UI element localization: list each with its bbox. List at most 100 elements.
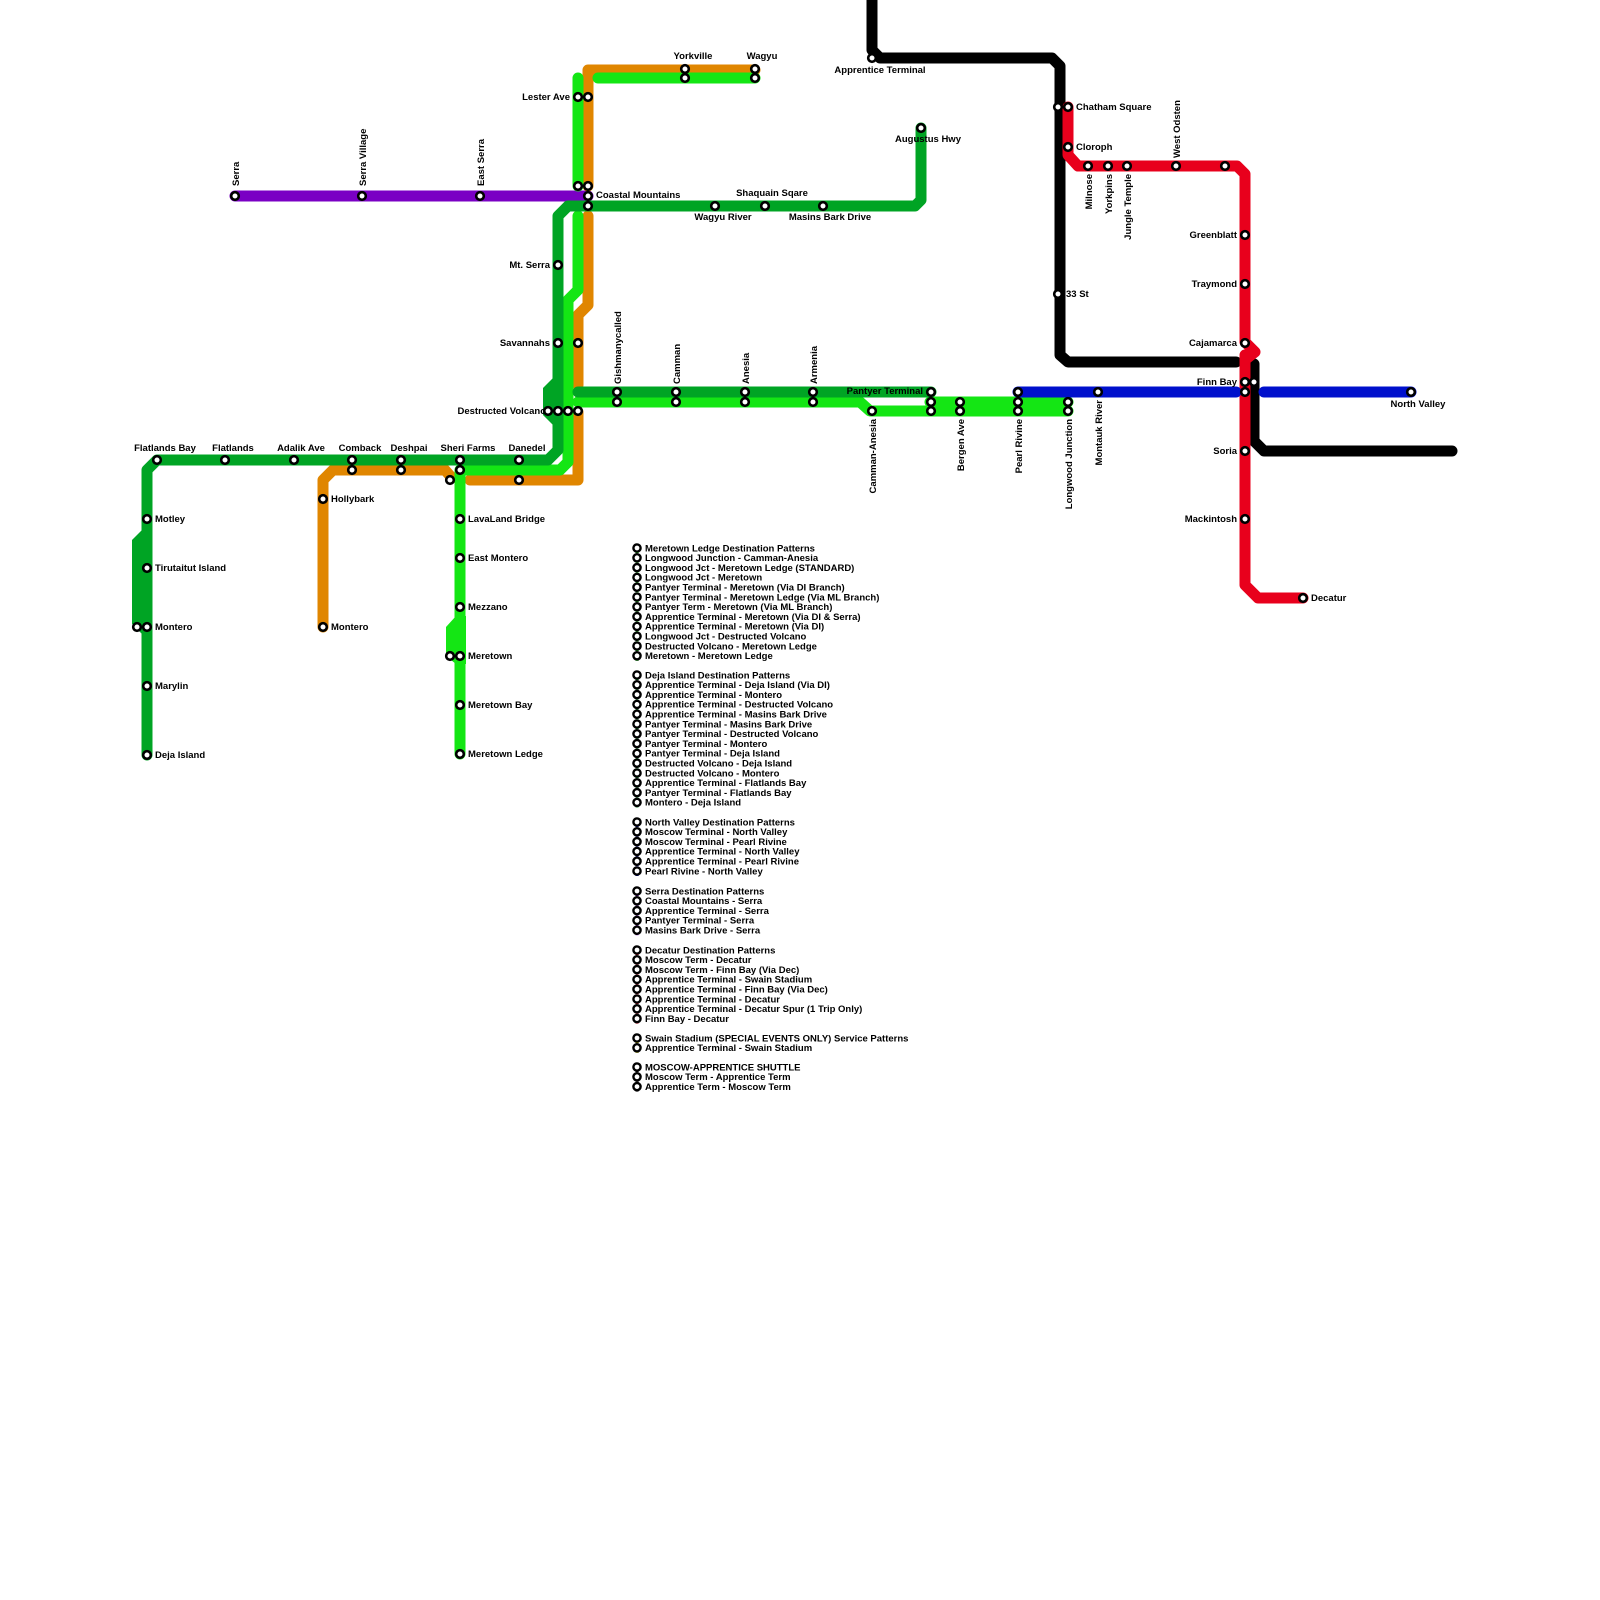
station-marker[interactable] bbox=[151, 454, 163, 466]
station-marker[interactable] bbox=[444, 474, 456, 486]
station-armenia[interactable]: Armenia bbox=[807, 345, 820, 408]
dark-green-line[interactable] bbox=[141, 122, 927, 761]
station-marker[interactable] bbox=[454, 552, 466, 564]
station-sheri-farms[interactable]: Sheri Farms bbox=[441, 443, 496, 486]
station-camman-anesia[interactable]: Camman-Anesia bbox=[866, 405, 879, 493]
station-montero[interactable]: Montero bbox=[131, 621, 193, 633]
station-marker[interactable] bbox=[582, 91, 594, 103]
station-masins-bark-drive[interactable]: Masins Bark Drive bbox=[789, 200, 871, 223]
station-bergen-ave[interactable]: Bergen Ave bbox=[954, 396, 967, 471]
station-chatham-square[interactable]: Chatham Square bbox=[1052, 101, 1152, 113]
station-marker[interactable] bbox=[1239, 337, 1251, 349]
station-marker[interactable] bbox=[1052, 101, 1064, 113]
station-marker[interactable] bbox=[552, 405, 564, 417]
station-marker[interactable] bbox=[1082, 160, 1094, 172]
station-traymond[interactable]: Traymond bbox=[1192, 278, 1251, 290]
station-marker[interactable] bbox=[454, 748, 466, 760]
station-meretown[interactable]: Meretown bbox=[444, 650, 513, 662]
station-marker[interactable] bbox=[817, 200, 829, 212]
red-line-south[interactable] bbox=[1239, 349, 1309, 604]
station-mackintosh[interactable]: Mackintosh bbox=[1185, 513, 1251, 525]
station-marker[interactable] bbox=[1405, 386, 1417, 398]
station-marker[interactable] bbox=[925, 386, 937, 398]
orange-line-mid[interactable] bbox=[572, 210, 594, 391]
station-marker[interactable] bbox=[954, 396, 966, 408]
station-gishmanycalled[interactable]: Gishmanycalled bbox=[611, 311, 624, 408]
station-montero-orange[interactable]: Montero bbox=[317, 621, 369, 633]
station-marker[interactable] bbox=[582, 190, 594, 202]
station-marker[interactable] bbox=[317, 493, 329, 505]
station-marker[interactable] bbox=[759, 200, 771, 212]
station-marker[interactable] bbox=[454, 454, 466, 466]
station-montauk-river[interactable]: Montauk River bbox=[1092, 386, 1105, 465]
station-west-odsten[interactable]: West Odsten bbox=[1170, 100, 1183, 172]
station-marker[interactable] bbox=[915, 122, 927, 134]
station-marker[interactable] bbox=[807, 386, 819, 398]
station-marker[interactable] bbox=[346, 454, 358, 466]
station-marker[interactable] bbox=[739, 386, 751, 398]
station-marker[interactable] bbox=[1239, 386, 1251, 398]
station-marker[interactable] bbox=[925, 396, 937, 408]
station-marker[interactable] bbox=[611, 386, 623, 398]
station-marker[interactable] bbox=[670, 396, 682, 408]
station-marker[interactable] bbox=[395, 454, 407, 466]
station-marker[interactable] bbox=[317, 621, 329, 633]
station-marker[interactable] bbox=[611, 396, 623, 408]
station-marker[interactable] bbox=[749, 72, 761, 84]
station-pearl-rivine[interactable]: Pearl Rivine bbox=[1012, 386, 1025, 473]
orange-line-south[interactable] bbox=[464, 406, 584, 486]
station-mt-serra[interactable]: Mt. Serra bbox=[509, 259, 564, 271]
station-marker[interactable] bbox=[1239, 278, 1251, 290]
station-marker[interactable] bbox=[1239, 376, 1251, 388]
station-marker[interactable] bbox=[679, 72, 691, 84]
red-line[interactable] bbox=[1062, 101, 1261, 366]
station-marker[interactable] bbox=[1297, 592, 1309, 604]
station-north-valley[interactable]: North Valley bbox=[1391, 386, 1447, 410]
station-marker[interactable] bbox=[1062, 405, 1074, 417]
station-marker[interactable] bbox=[1012, 386, 1024, 398]
station-flatlands-bay[interactable]: Flatlands Bay bbox=[134, 443, 197, 466]
station-marylin[interactable]: Marylin bbox=[141, 680, 188, 692]
station-marker[interactable] bbox=[866, 405, 878, 417]
station-marker[interactable] bbox=[229, 190, 241, 202]
station-meretown-ledge[interactable]: Meretown Ledge bbox=[454, 748, 543, 760]
station-marker[interactable] bbox=[1170, 160, 1182, 172]
station-flatlands[interactable]: Flatlands bbox=[212, 443, 254, 466]
station-shaquain-sqare[interactable]: Shaquain Sqare bbox=[736, 188, 808, 212]
station-marker[interactable] bbox=[141, 749, 153, 761]
station-marker[interactable] bbox=[582, 200, 594, 212]
station-marker[interactable] bbox=[572, 405, 584, 417]
station-marker[interactable] bbox=[454, 699, 466, 711]
station-serra-village[interactable]: Serra Village bbox=[356, 129, 369, 202]
station-marker[interactable] bbox=[513, 454, 525, 466]
station-cloroph[interactable]: Cloroph bbox=[1062, 141, 1113, 153]
station-marker[interactable] bbox=[1012, 405, 1024, 417]
station-milnose[interactable]: Milnose bbox=[1082, 160, 1095, 209]
station-marker[interactable] bbox=[1052, 288, 1064, 300]
station-motley[interactable]: Motley bbox=[141, 513, 186, 525]
station-marker[interactable] bbox=[1239, 229, 1251, 241]
station-greenblatt[interactable]: Greenblatt bbox=[1189, 229, 1251, 241]
station-marker[interactable] bbox=[866, 52, 878, 64]
station-yorkville[interactable]: Yorkville bbox=[674, 51, 713, 84]
station-yorkpins[interactable]: Yorkpins bbox=[1102, 160, 1115, 214]
station-marker[interactable] bbox=[454, 601, 466, 613]
station-coastal-mountains[interactable]: Coastal Mountains bbox=[572, 180, 680, 212]
station-marker[interactable] bbox=[141, 562, 153, 574]
station-meretown-bay[interactable]: Meretown Bay bbox=[454, 699, 533, 711]
station-marker[interactable] bbox=[1239, 513, 1251, 525]
station-marker[interactable] bbox=[670, 386, 682, 398]
station-jungle-temple[interactable]: Jungle Temple bbox=[1121, 160, 1134, 240]
station-marker[interactable] bbox=[219, 454, 231, 466]
station-marker[interactable] bbox=[1121, 160, 1133, 172]
station-danedel[interactable]: Danedel bbox=[509, 443, 546, 486]
station-camman[interactable]: Camman bbox=[670, 344, 683, 408]
black-line-east[interactable] bbox=[1248, 358, 1458, 457]
station-marker[interactable] bbox=[709, 200, 721, 212]
station-marker[interactable] bbox=[1239, 445, 1251, 457]
station-marker[interactable] bbox=[454, 650, 466, 662]
orange-line-west[interactable] bbox=[317, 464, 458, 633]
station-marker[interactable] bbox=[356, 190, 368, 202]
station-marker[interactable] bbox=[807, 396, 819, 408]
station-marker[interactable] bbox=[552, 337, 564, 349]
